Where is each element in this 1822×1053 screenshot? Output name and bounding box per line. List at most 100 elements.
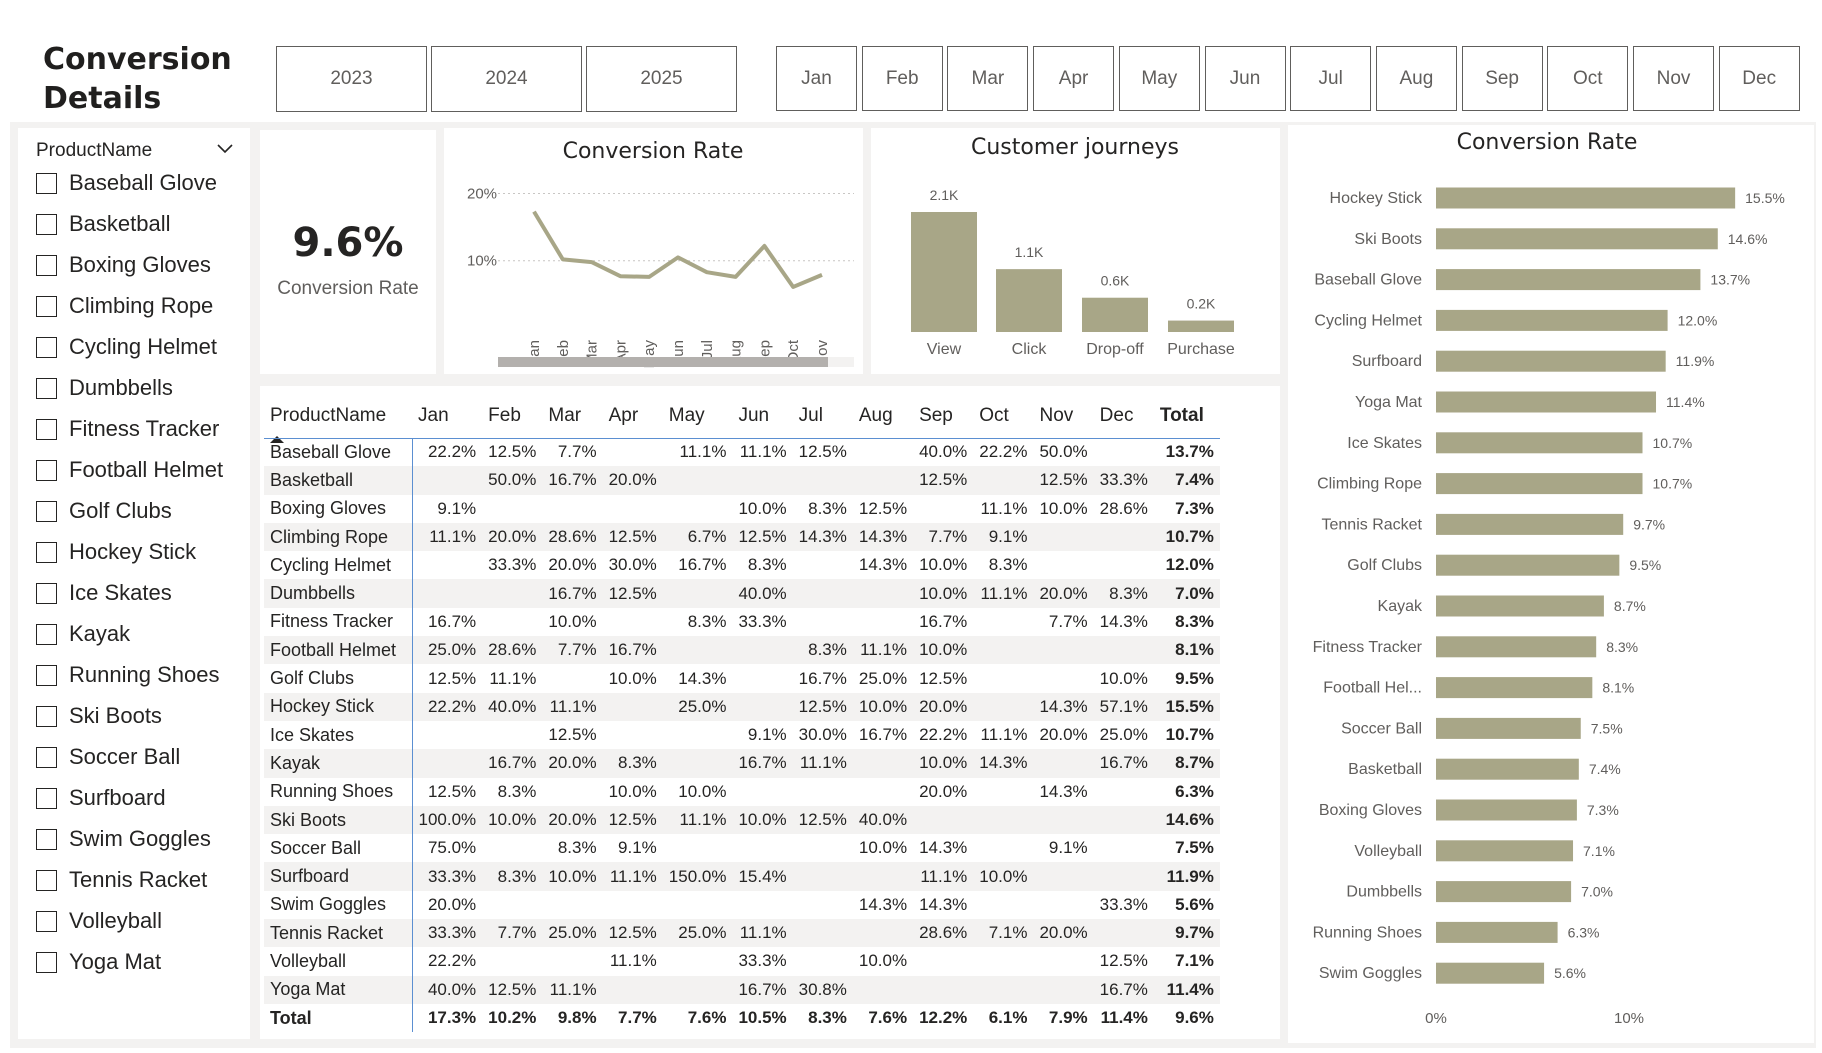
checkbox[interactable]	[36, 910, 57, 932]
product-option-hockey-stick[interactable]: Hockey Stick	[36, 535, 196, 569]
product-option-tennis-racket[interactable]: Tennis Racket	[36, 863, 207, 897]
bar-swim-goggles[interactable]	[1436, 962, 1545, 984]
month-button-dec[interactable]: Dec	[1718, 46, 1800, 111]
product-option-running-shoes[interactable]: Running Shoes	[36, 658, 219, 692]
bar-boxing-gloves[interactable]	[1436, 799, 1577, 821]
column-header-oct[interactable]: Oct	[979, 404, 1009, 426]
bar-cycling-helmet[interactable]	[1436, 309, 1668, 331]
product-option-fitness-tracker[interactable]: Fitness Tracker	[36, 412, 219, 446]
column-header-sep[interactable]: Sep	[919, 404, 953, 426]
column-header-jan[interactable]: Jan	[418, 404, 449, 426]
bar-baseball-glove[interactable]	[1436, 269, 1701, 291]
product-option-football-helmet[interactable]: Football Helmet	[36, 453, 223, 487]
year-button-2025[interactable]: 2025	[586, 46, 737, 112]
checkbox[interactable]	[36, 746, 57, 768]
checkbox[interactable]	[36, 459, 57, 481]
column-header-jul[interactable]: Jul	[798, 404, 823, 426]
product-option-soccer-ball[interactable]: Soccer Ball	[36, 740, 180, 774]
bar-yoga-mat[interactable]	[1436, 391, 1657, 413]
checkbox[interactable]	[36, 705, 57, 727]
bar-ski-boots[interactable]	[1436, 228, 1718, 250]
column-header-nov[interactable]: Nov	[1039, 404, 1074, 426]
bar-tennis-racket[interactable]	[1436, 513, 1624, 535]
product-option-ski-boots[interactable]: Ski Boots	[36, 699, 162, 733]
month-button-jul[interactable]: Jul	[1290, 46, 1372, 111]
chevron-down-icon[interactable]	[214, 138, 236, 160]
column-header-productname[interactable]: ProductName	[270, 404, 387, 426]
checkbox[interactable]	[36, 295, 57, 317]
bar-football-hel[interactable]	[1436, 677, 1593, 699]
product-option-cycling-helmet[interactable]: Cycling Helmet	[36, 330, 217, 364]
column-header-apr[interactable]: Apr	[608, 404, 639, 426]
bar-ice-skates[interactable]	[1436, 432, 1643, 454]
bar-kayak[interactable]	[1436, 595, 1604, 617]
checkbox[interactable]	[36, 951, 57, 973]
scrollbar-thumb[interactable]	[498, 357, 828, 367]
bar-hockey-stick[interactable]	[1436, 187, 1736, 209]
checkbox[interactable]	[36, 418, 57, 440]
year-button-2024[interactable]: 2024	[431, 46, 582, 112]
bar-climbing-rope[interactable]	[1436, 473, 1643, 495]
product-option-swim-goggles[interactable]: Swim Goggles	[36, 822, 211, 856]
checkbox[interactable]	[36, 213, 57, 235]
product-option-dumbbells[interactable]: Dumbbells	[36, 371, 173, 405]
product-option-basketball[interactable]: Basketball	[36, 207, 171, 241]
series-line[interactable]	[532, 210, 823, 289]
checkbox[interactable]	[36, 828, 57, 850]
bar-dumbbells[interactable]	[1436, 881, 1572, 903]
bar-golf-clubs[interactable]	[1436, 554, 1620, 576]
product-option-baseball-glove[interactable]: Baseball Glove	[36, 166, 217, 200]
year-button-2023[interactable]: 2023	[276, 46, 427, 112]
month-button-mar[interactable]: Mar	[947, 46, 1029, 111]
bar-view[interactable]	[911, 212, 977, 332]
month-button-apr[interactable]: Apr	[1033, 46, 1115, 111]
checkbox[interactable]	[36, 254, 57, 276]
bar-click[interactable]	[996, 269, 1062, 332]
checkbox[interactable]	[36, 582, 57, 604]
product-option-surfboard[interactable]: Surfboard	[36, 781, 166, 815]
product-option-golf-clubs[interactable]: Golf Clubs	[36, 494, 172, 528]
month-button-nov[interactable]: Nov	[1633, 46, 1714, 111]
checkbox[interactable]	[36, 664, 57, 686]
y-tick-label: Running Shoes	[1313, 924, 1422, 941]
month-button-may[interactable]: May	[1118, 46, 1200, 111]
bar-fitness-tracker[interactable]	[1436, 636, 1597, 658]
column-header-total[interactable]: Total	[1159, 404, 1204, 426]
bar-drop-off[interactable]	[1082, 297, 1148, 332]
data-label: 1.1K	[1015, 244, 1044, 260]
column-header-mar[interactable]: Mar	[548, 404, 582, 426]
product-option-kayak[interactable]: Kayak	[36, 617, 130, 651]
checkbox[interactable]	[36, 377, 57, 399]
column-header-jun[interactable]: Jun	[738, 404, 770, 426]
product-option-boxing-gloves[interactable]: Boxing Gloves	[36, 248, 211, 282]
bar-purchase[interactable]	[1168, 320, 1234, 332]
month-button-sep[interactable]: Sep	[1461, 46, 1543, 111]
month-button-feb[interactable]: Feb	[861, 46, 943, 111]
table-cell: 8.3%	[808, 498, 847, 518]
product-option-ice-skates[interactable]: Ice Skates	[36, 576, 172, 610]
checkbox[interactable]	[36, 787, 57, 809]
bar-running-shoes[interactable]	[1436, 921, 1558, 943]
checkbox[interactable]	[36, 869, 57, 891]
month-button-jun[interactable]: Jun	[1204, 46, 1286, 111]
month-button-aug[interactable]: Aug	[1375, 46, 1457, 111]
product-option-yoga-mat[interactable]: Yoga Mat	[36, 945, 161, 979]
checkbox[interactable]	[36, 623, 57, 645]
bar-soccer-ball[interactable]	[1436, 717, 1581, 739]
column-header-may[interactable]: May	[668, 404, 705, 426]
month-button-jan[interactable]: Jan	[776, 46, 857, 111]
bar-volleyball[interactable]	[1436, 840, 1574, 862]
conversion-matrix: ProductName Jan Feb Mar Apr May Jun Jul Aug Sep Oc…	[260, 386, 1280, 1039]
product-option-climbing-rope[interactable]: Climbing Rope	[36, 289, 213, 323]
bar-basketball[interactable]	[1436, 758, 1579, 780]
bar-surfboard[interactable]	[1436, 350, 1666, 372]
checkbox[interactable]	[36, 336, 57, 358]
column-header-feb[interactable]: Feb	[488, 404, 521, 426]
column-header-aug[interactable]: Aug	[858, 404, 893, 426]
checkbox[interactable]	[36, 500, 57, 522]
checkbox[interactable]	[36, 541, 57, 563]
product-option-volleyball[interactable]: Volleyball	[36, 904, 162, 938]
checkbox[interactable]	[36, 172, 57, 194]
column-header-dec[interactable]: Dec	[1099, 404, 1134, 426]
month-button-oct[interactable]: Oct	[1547, 46, 1629, 111]
